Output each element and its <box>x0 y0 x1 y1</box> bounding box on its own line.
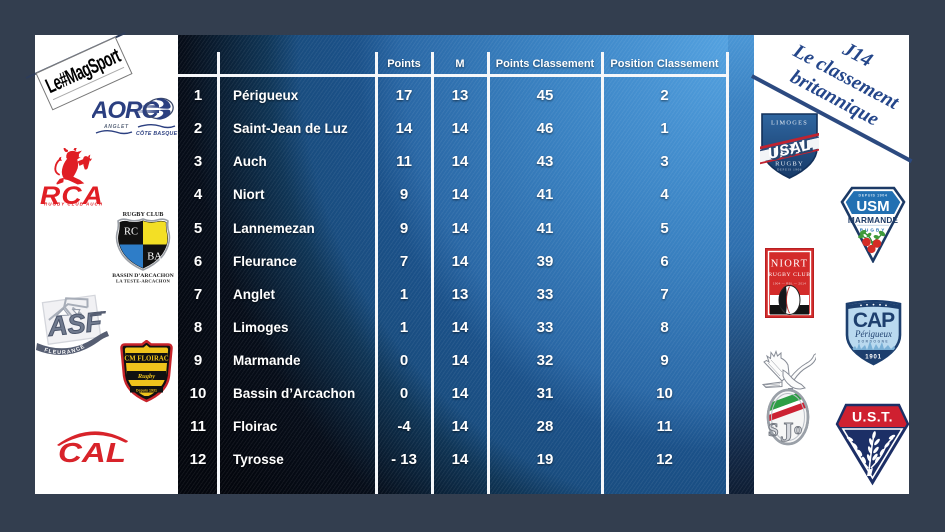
svg-text:ANGLET: ANGLET <box>103 124 129 130</box>
svg-text:RUGBY CLUB: RUGBY CLUB <box>768 272 810 278</box>
svg-text:RUGBY: RUGBY <box>860 228 887 233</box>
svg-text:DORDOGNE: DORDOGNE <box>858 340 890 344</box>
svg-text:Rugby: Rugby <box>137 373 155 380</box>
svg-text:Périgueux: Périgueux <box>854 329 892 339</box>
svg-text:ASF: ASF <box>45 306 104 342</box>
svg-text:DEPUIS 1904: DEPUIS 1904 <box>859 194 888 198</box>
svg-text:LA TESTE-ARCACHON: LA TESTE-ARCACHON <box>116 279 170 284</box>
svg-text:CAL: CAL <box>58 437 126 466</box>
svg-text:CÔTE BASQUE: CÔTE BASQUE <box>136 129 178 137</box>
svg-text:CM FLOIRAC: CM FLOIRAC <box>124 356 168 363</box>
svg-text:RCA: RCA <box>40 182 104 210</box>
svg-text:1901: 1901 <box>865 355 882 361</box>
svg-text:S: S <box>768 420 779 441</box>
svg-text:U.S.T.: U.S.T. <box>852 409 893 425</box>
svg-text:Depuis 1931: Depuis 1931 <box>136 389 157 393</box>
svg-text:RUGBY CLUB AUCH: RUGBY CLUB AUCH <box>44 202 103 207</box>
svg-text:RUGBY CLUB: RUGBY CLUB <box>123 211 164 218</box>
svg-text:CAP: CAP <box>853 309 895 332</box>
svg-text:o: o <box>794 421 802 438</box>
svg-text:BA: BA <box>147 252 162 263</box>
svg-text:USM: USM <box>856 198 889 215</box>
svg-text:BASSIN D’ARCACHON: BASSIN D’ARCACHON <box>112 273 174 279</box>
svg-text:DEPUIS 1906: DEPUIS 1906 <box>777 168 802 172</box>
svg-text:NIORT: NIORT <box>771 259 808 270</box>
svg-text:MARMANDE: MARMANDE <box>848 216 899 225</box>
svg-text:LIMOGES: LIMOGES <box>771 120 808 127</box>
svg-text:RUGBY: RUGBY <box>775 161 804 168</box>
svg-text:J: J <box>780 417 794 447</box>
svg-text:RC: RC <box>124 227 138 238</box>
svg-text:1904 — RBL — 2014: 1904 — RBL — 2014 <box>773 282 807 286</box>
